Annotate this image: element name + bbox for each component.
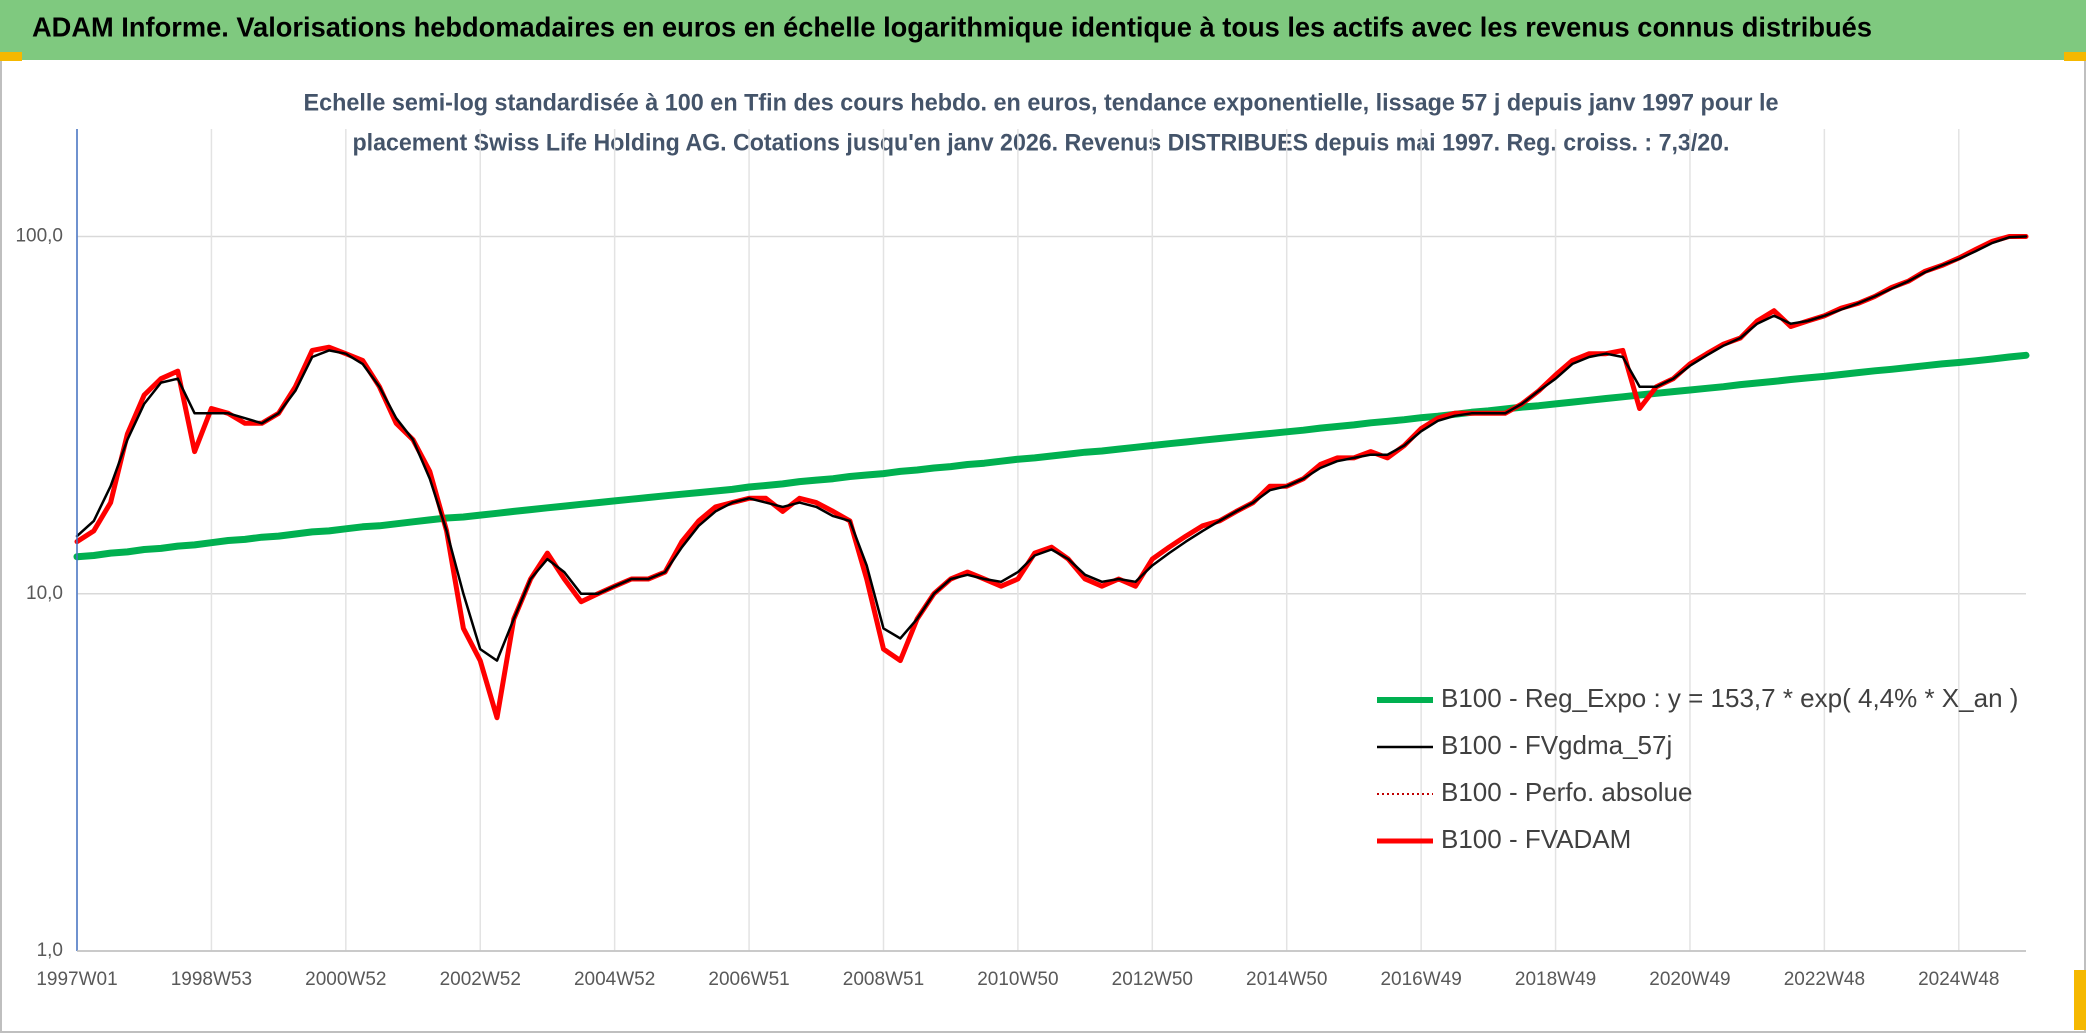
legend-label: B100 - Perfo. absolue [1441,777,1693,807]
x-tick-label: 2010W50 [977,969,1058,990]
y-tick-label: 1,0 [37,940,63,961]
header-bar [0,0,2086,60]
chart-subtitle: placement Swiss Life Holding AG. Cotatio… [353,129,1730,156]
x-tick-label: 1998W53 [171,969,252,990]
y-tick-label: 10,0 [26,583,63,604]
x-tick-label: 2000W52 [305,969,386,990]
series-line [73,351,2030,561]
x-tick-label: 2018W49 [1515,969,1596,990]
corner-mark [2064,52,2086,61]
corner-mark [2074,970,2086,1030]
x-tick-label: 2024W48 [1918,969,1999,990]
x-tick-label: 2016W49 [1380,969,1461,990]
legend: B100 - Reg_Expo : y = 153,7 * exp( 4,4% … [1377,683,2018,854]
legend-label: B100 - Reg_Expo : y = 153,7 * exp( 4,4% … [1441,683,2018,713]
series-line [75,235,2028,662]
chart-subtitle: Echelle semi-log standardisée à 100 en T… [304,89,1779,116]
plot-area [73,234,2030,721]
x-tick-label: 2008W51 [843,969,924,990]
x-tick-label: 2004W52 [574,969,655,990]
corner-mark [0,52,22,61]
series-line [74,234,2029,721]
x-tick-label: 2012W50 [1112,969,1193,990]
x-tick-label: 2020W49 [1649,969,1730,990]
x-tick-label: 2002W52 [440,969,521,990]
y-tick-label: 100,0 [15,226,63,247]
legend-label: B100 - FVADAM [1441,824,1631,854]
legend-label: B100 - FVgdma_57j [1441,730,1672,760]
x-tick-label: 2006W51 [708,969,789,990]
chart-title: ADAM Informe. Valorisations hebdomadaire… [32,11,1872,42]
axes: 1,0 10,0 100,0 1997W01 1998W53 2000W52 2002W52… [15,129,2026,990]
x-tick-label: 2022W48 [1784,969,1865,990]
x-tick-label: 2014W50 [1246,969,1327,990]
x-tick-label: 1997W01 [36,969,117,990]
